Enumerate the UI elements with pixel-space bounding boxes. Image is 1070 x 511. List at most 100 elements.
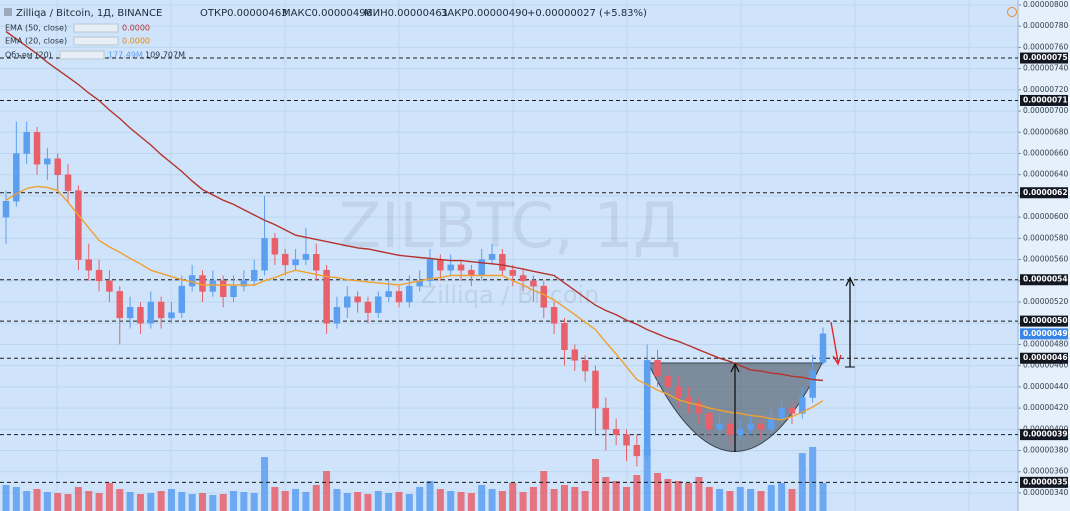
y-tick-label: 0.00000660 xyxy=(1023,149,1069,158)
y-tick-label: 0.00000640 xyxy=(1023,170,1069,179)
volume xyxy=(2,447,827,511)
volume-bar xyxy=(560,485,568,511)
y-tick-label: 0.00000600 xyxy=(1023,212,1069,221)
level-label: 0.00000541 xyxy=(1023,275,1070,284)
volume-bar xyxy=(105,483,113,511)
volume-bar xyxy=(364,494,372,511)
level-label: 0.00000395 xyxy=(1023,430,1070,439)
legend-buttons[interactable] xyxy=(59,50,105,60)
header: Zilliqa / Bitcoin, 1Д, BINANCE ОТКР0.000… xyxy=(4,7,1017,19)
candle-body xyxy=(250,269,258,282)
candle-body xyxy=(623,434,630,446)
y-tick-label: 0.00000720 xyxy=(1023,85,1069,94)
candle-body xyxy=(540,285,548,308)
watermark-subtitle: Zilliqa / Bitcoin xyxy=(421,281,600,309)
candle-body xyxy=(137,307,144,324)
candle-body xyxy=(664,376,672,388)
volume-bar xyxy=(447,491,455,511)
y-tick-label: 0.00000400 xyxy=(1023,424,1069,433)
level-label: 0.00000710 xyxy=(1023,95,1070,104)
volume-bar xyxy=(788,489,796,511)
candle-body xyxy=(302,254,310,260)
candle-body xyxy=(499,254,506,271)
volume-bar xyxy=(488,489,496,511)
volume-bar xyxy=(126,492,134,511)
candle-body xyxy=(426,259,434,282)
candle-body xyxy=(44,158,51,165)
volume-bar xyxy=(198,493,206,511)
candle-body xyxy=(581,360,589,372)
candle-body xyxy=(674,386,682,398)
volume-bar xyxy=(271,487,279,511)
volume-bar xyxy=(230,491,238,511)
volume-bar xyxy=(302,492,310,511)
candle-body xyxy=(168,312,175,319)
legend-ema50: EMA (50, close) xyxy=(5,24,67,33)
level-label-box xyxy=(1020,352,1068,364)
candle-body xyxy=(354,296,361,303)
volume-bar xyxy=(457,492,465,511)
ohlc-low: МИН0.00000461 xyxy=(364,8,448,19)
candle-body xyxy=(13,153,20,202)
y-tick-label: 0.00000800 xyxy=(1023,0,1069,9)
candle-body xyxy=(437,259,444,271)
symbol-icon xyxy=(4,8,12,16)
candle-body xyxy=(695,402,703,414)
candle-body xyxy=(344,296,351,308)
candle-body xyxy=(737,429,744,435)
volume-bar xyxy=(602,477,610,511)
volume-bar xyxy=(167,489,175,511)
y-tick-label: 0.00000380 xyxy=(1023,446,1069,455)
ema-line xyxy=(5,185,824,421)
volume-bar xyxy=(292,489,300,511)
plot-background xyxy=(0,0,1018,511)
volume-bar xyxy=(333,489,341,511)
volume-bar xyxy=(529,487,537,511)
watermark-title: ZILBTC, 1Д xyxy=(339,189,682,262)
volume-bar xyxy=(612,481,620,511)
candle-body xyxy=(54,158,61,175)
volume-bar xyxy=(261,457,269,511)
ema-lines xyxy=(5,30,824,421)
candle-body xyxy=(716,423,723,430)
candle-body xyxy=(705,413,713,430)
level-label-box xyxy=(1020,52,1068,64)
y-tick-label: 0.00000340 xyxy=(1023,488,1069,497)
candle-body xyxy=(726,423,734,435)
candle-body xyxy=(385,291,392,297)
ohlc-close: ЗАКР0.00000490 xyxy=(441,8,528,19)
candle-body xyxy=(519,275,527,282)
candle-body xyxy=(654,360,661,377)
volume-bar xyxy=(343,493,351,511)
y-tick-label: 0.00000560 xyxy=(1023,255,1069,264)
candle-body xyxy=(592,370,599,409)
y-tick-label: 0.00000420 xyxy=(1023,403,1069,412)
candle-body xyxy=(375,296,382,313)
level-label: 0.00000350 xyxy=(1023,477,1070,486)
level-label: 0.00000467 xyxy=(1023,353,1070,362)
legend-value: 109.707M xyxy=(145,51,185,60)
candle-body xyxy=(395,291,403,303)
volume-bar xyxy=(33,489,41,511)
candle-body xyxy=(126,307,134,319)
candle-body xyxy=(571,349,579,361)
price-axis xyxy=(1018,0,1070,511)
volume-bar xyxy=(54,493,62,511)
level-label-box xyxy=(1020,315,1068,327)
legend-buttons[interactable] xyxy=(73,36,119,46)
volume-bar xyxy=(354,492,362,511)
candle-body xyxy=(95,269,103,282)
alert-icon[interactable] xyxy=(1007,7,1017,17)
arrow-head xyxy=(730,362,740,373)
legend-buttons[interactable] xyxy=(73,23,119,33)
y-tick-label: 0.00000360 xyxy=(1023,467,1069,476)
volume-bar xyxy=(467,493,475,511)
last-price-label: 0.00000490 xyxy=(1023,329,1070,338)
candle-body xyxy=(788,407,796,414)
volume-bar xyxy=(188,494,196,511)
volume-bar xyxy=(685,483,693,511)
volume-bar xyxy=(767,485,775,511)
y-tick-label: 0.00000520 xyxy=(1023,297,1069,306)
y-tick-label: 0.00000480 xyxy=(1023,339,1069,348)
volume-bar xyxy=(281,491,289,511)
